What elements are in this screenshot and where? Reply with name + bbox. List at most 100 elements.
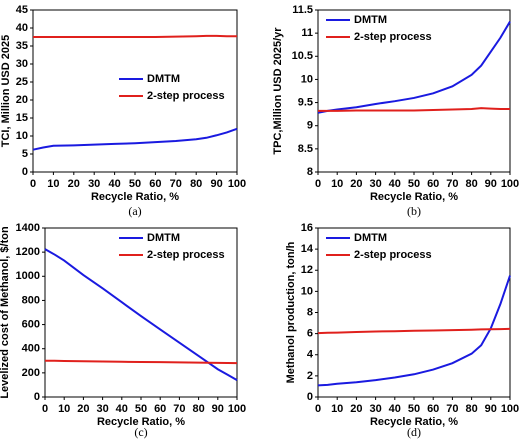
y-tick-label: 2 xyxy=(307,370,313,382)
legend-label: 2-step process xyxy=(354,31,432,43)
x-axis-title: Recycle Ratio, % xyxy=(97,416,185,428)
x-tick-label: 0 xyxy=(315,178,321,190)
y-tick-label: 15 xyxy=(16,112,28,124)
caption: (a) xyxy=(128,204,141,218)
x-axis-title: Recycle Ratio, % xyxy=(91,191,179,203)
y-tick-label: 600 xyxy=(22,318,40,330)
x-tick-label: 0 xyxy=(30,178,36,190)
y-tick-label: 10 xyxy=(301,285,313,297)
x-tick-label: 60 xyxy=(154,403,166,415)
y-tick-label: 11.5 xyxy=(292,4,313,16)
x-tick-label: 50 xyxy=(135,403,147,415)
y-axis-title: TCI, Million USD 2025 xyxy=(0,35,12,147)
x-tick-label: 60 xyxy=(427,178,439,190)
x-tick-label: 90 xyxy=(212,403,224,415)
y-tick-label: 9 xyxy=(307,120,313,132)
y-tick-label: 30 xyxy=(16,58,28,70)
y-tick-label: 35 xyxy=(16,40,28,52)
x-tick-label: 100 xyxy=(501,178,519,190)
y-tick-label: 400 xyxy=(22,343,40,355)
x-tick-label: 50 xyxy=(408,403,420,415)
y-tick-label: 12 xyxy=(301,264,313,276)
y-tick-label: 8.5 xyxy=(298,143,313,155)
y-tick-label: 200 xyxy=(22,367,40,379)
y-tick-label: 0 xyxy=(22,166,28,178)
legend-label: 2-step process xyxy=(354,249,432,261)
x-tick-label: 40 xyxy=(108,178,120,190)
y-tick-label: 0 xyxy=(307,391,313,403)
x-tick-label: 80 xyxy=(190,178,202,190)
y-tick-label: 40 xyxy=(16,22,28,34)
legend-label: DMTM xyxy=(147,232,180,244)
x-tick-label: 80 xyxy=(465,403,477,415)
y-tick-label: 45 xyxy=(16,4,28,16)
caption: (d) xyxy=(407,425,421,439)
x-tick-label: 90 xyxy=(485,178,497,190)
y-tick-label: 4 xyxy=(307,349,314,361)
y-axis-title: TPC,Million USD 2025/yr xyxy=(272,27,284,155)
y-axis-title: Methanol production, ton/h xyxy=(285,241,297,383)
y-tick-label: 8 xyxy=(307,166,313,178)
data-line xyxy=(33,34,237,38)
x-tick-label: 90 xyxy=(210,178,222,190)
x-tick-label: 40 xyxy=(116,403,128,415)
legend-label: DMTM xyxy=(354,14,387,26)
y-tick-label: 9.5 xyxy=(298,96,313,108)
y-tick-label: 10 xyxy=(301,73,313,85)
x-tick-label: 70 xyxy=(173,403,185,415)
data-line xyxy=(317,21,511,114)
caption: (c) xyxy=(134,425,147,439)
y-tick-label: 20 xyxy=(16,94,28,106)
x-tick-label: 10 xyxy=(47,178,59,190)
x-tick-label: 100 xyxy=(228,403,246,415)
legend-label: DMTM xyxy=(147,73,180,85)
x-tick-label: 70 xyxy=(446,403,458,415)
x-tick-label: 20 xyxy=(350,178,362,190)
x-tick-label: 30 xyxy=(88,178,100,190)
x-tick-label: 20 xyxy=(68,178,80,190)
legend-label: 2-step process xyxy=(147,90,225,102)
x-tick-label: 40 xyxy=(389,403,401,415)
y-tick-label: 25 xyxy=(16,76,28,88)
x-tick-label: 30 xyxy=(369,178,381,190)
y-axis-title: Levelized cost of Methanol, $/ton xyxy=(0,226,11,399)
y-tick-label: 1200 xyxy=(16,246,40,258)
x-tick-label: 50 xyxy=(408,178,420,190)
y-tick-label: 14 xyxy=(301,243,314,255)
x-tick-label: 30 xyxy=(96,403,108,415)
x-tick-label: 0 xyxy=(315,403,321,415)
x-tick-label: 10 xyxy=(331,403,343,415)
x-tick-label: 100 xyxy=(228,178,246,190)
x-tick-label: 60 xyxy=(149,178,161,190)
x-tick-label: 30 xyxy=(369,403,381,415)
x-tick-label: 80 xyxy=(465,178,477,190)
y-tick-label: 8 xyxy=(307,306,313,318)
x-tick-label: 60 xyxy=(427,403,439,415)
y-tick-label: 0 xyxy=(34,391,40,403)
legend-label: 2-step process xyxy=(147,249,225,261)
x-tick-label: 20 xyxy=(350,403,362,415)
x-tick-label: 90 xyxy=(485,403,497,415)
x-tick-label: 0 xyxy=(42,403,48,415)
legend-label: DMTM xyxy=(354,232,387,244)
y-tick-label: 16 xyxy=(301,222,313,234)
x-tick-label: 100 xyxy=(501,403,519,415)
x-tick-label: 50 xyxy=(129,178,141,190)
y-tick-label: 11 xyxy=(301,27,313,39)
x-tick-label: 70 xyxy=(446,178,458,190)
data-line xyxy=(32,127,238,151)
data-line xyxy=(317,275,511,387)
x-tick-label: 80 xyxy=(192,403,204,415)
x-axis-title: Recycle Ratio, % xyxy=(370,191,458,203)
x-axis-title: Recycle Ratio, % xyxy=(370,416,458,428)
y-tick-label: 800 xyxy=(22,294,40,306)
y-tick-label: 10.5 xyxy=(292,50,313,62)
y-tick-label: 10 xyxy=(16,130,28,142)
x-tick-label: 20 xyxy=(77,403,89,415)
x-tick-label: 40 xyxy=(389,178,401,190)
y-tick-label: 1400 xyxy=(16,222,40,234)
y-tick-label: 5 xyxy=(22,148,28,160)
x-tick-label: 10 xyxy=(58,403,70,415)
caption: (b) xyxy=(407,204,421,218)
